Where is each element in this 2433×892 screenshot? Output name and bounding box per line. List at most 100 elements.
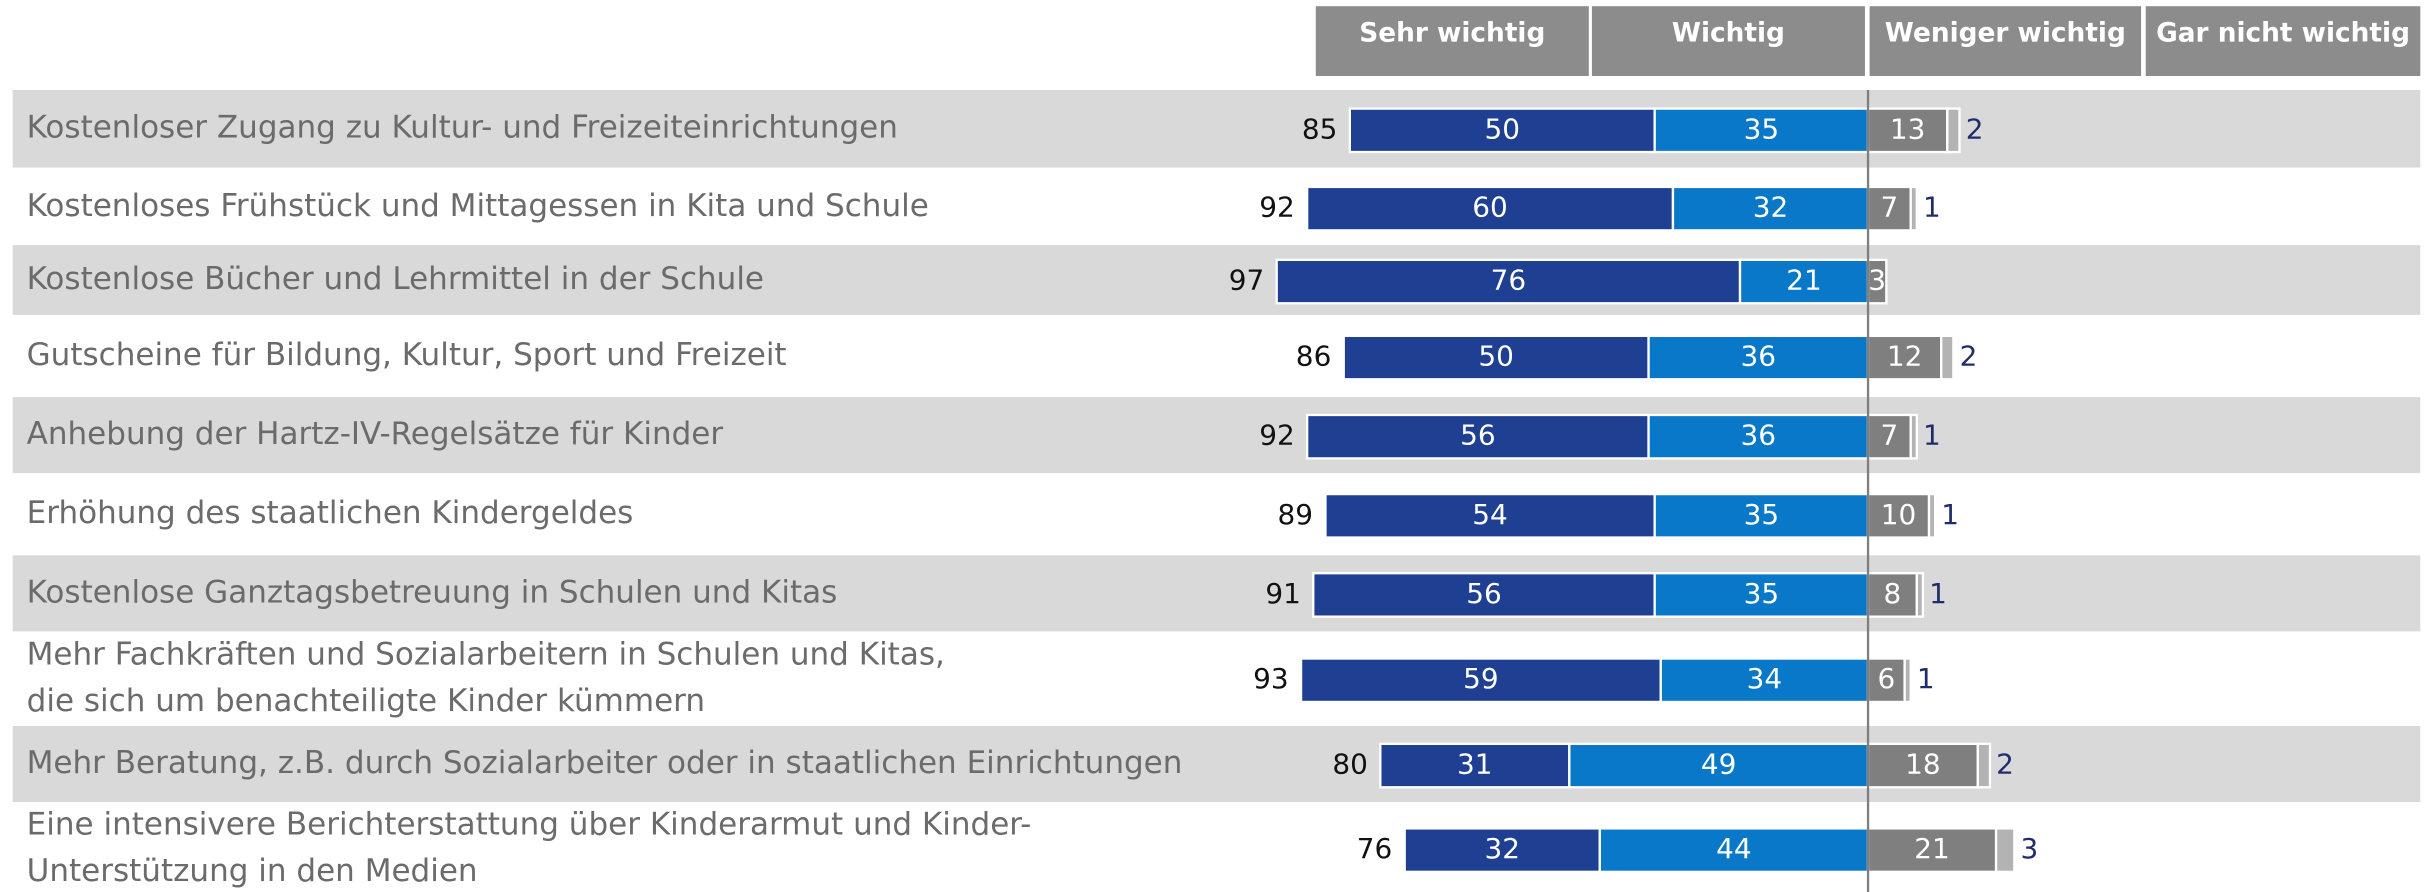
value-label: 56 xyxy=(1466,577,1502,610)
header-cell xyxy=(1591,6,1865,77)
value-label: 50 xyxy=(1484,112,1520,145)
total-label: 89 xyxy=(1278,498,1314,531)
total-label: 92 xyxy=(1259,191,1295,224)
category-label: Kostenlose Bücher und Lehrmittel in der … xyxy=(27,261,764,297)
category-label: Anhebung der Hartz-IV-Regelsätze für Kin… xyxy=(27,416,724,452)
bar-segment xyxy=(1927,492,1937,539)
value-label: 1 xyxy=(1923,191,1941,224)
value-label: 21 xyxy=(1786,264,1822,297)
value-label: 8 xyxy=(1884,577,1902,610)
bar-segment xyxy=(1653,492,1870,539)
total-label: 76 xyxy=(1357,832,1393,865)
value-label: 2 xyxy=(1960,340,1978,373)
row-band xyxy=(12,397,2421,474)
row-band xyxy=(12,245,2421,315)
value-label: 35 xyxy=(1744,112,1780,145)
value-label: 32 xyxy=(1753,191,1789,224)
row-band xyxy=(12,634,2421,723)
row-band xyxy=(12,89,2421,168)
value-label: 7 xyxy=(1881,191,1899,224)
value-label: 3 xyxy=(1868,264,1886,297)
bar-segment xyxy=(1946,107,1961,154)
bar-segment xyxy=(1866,572,1918,618)
total-label: 97 xyxy=(1229,264,1265,297)
total-label: 91 xyxy=(1265,577,1301,610)
bar-segment xyxy=(1299,657,1662,704)
bar-segment xyxy=(1866,827,1998,873)
bar-segment xyxy=(1379,742,1571,789)
value-label: 12 xyxy=(1887,340,1923,373)
value-label: 36 xyxy=(1741,419,1777,452)
category-label: Erhöhung des staatlichen Kindergeldes xyxy=(27,495,634,531)
row-band xyxy=(12,476,2421,553)
category-label: Eine intensivere Berichterstattung über … xyxy=(27,806,1032,889)
value-label: 54 xyxy=(1472,498,1508,531)
value-label: 36 xyxy=(1741,340,1777,373)
category-label: Kostenloses Frühstück und Mittagessen in… xyxy=(27,188,929,224)
bar-segment xyxy=(1909,185,1918,232)
category-label: Kostenlose Ganztagsbetreuung in Schulen … xyxy=(27,574,838,610)
bar-segment xyxy=(1348,107,1656,154)
value-label: 2 xyxy=(1996,748,2014,781)
row-band xyxy=(12,555,2421,632)
row-band xyxy=(12,805,2421,892)
legend-label: Weniger wichtig xyxy=(1885,19,2126,49)
value-label: 18 xyxy=(1905,748,1941,781)
total-label: 85 xyxy=(1302,112,1338,145)
bar-segment xyxy=(1568,742,1870,789)
value-label: 7 xyxy=(1881,419,1899,452)
value-label: 1 xyxy=(1923,419,1941,452)
value-label: 21 xyxy=(1914,832,1950,865)
header-cell xyxy=(1869,6,2142,77)
value-label: 31 xyxy=(1457,748,1493,781)
value-label: 59 xyxy=(1463,662,1499,695)
bar-segment xyxy=(1915,572,1925,618)
bar-segment xyxy=(1305,185,1675,232)
value-label: 6 xyxy=(1877,662,1895,695)
bar-segment xyxy=(1909,413,1918,460)
value-label: 49 xyxy=(1701,748,1737,781)
total-label: 92 xyxy=(1259,419,1295,452)
value-label: 3 xyxy=(2021,832,2039,865)
value-label: 44 xyxy=(1716,832,1752,865)
value-label: 1 xyxy=(1941,498,1959,531)
row-band xyxy=(12,170,2421,244)
header-cell xyxy=(1315,6,1589,77)
row-band xyxy=(12,726,2421,803)
bar-segment xyxy=(1866,492,1931,539)
bar-segment xyxy=(1653,572,1870,618)
legend-label: Sehr wichtig xyxy=(1359,19,1545,49)
value-label: 35 xyxy=(1744,577,1780,610)
value-label: 60 xyxy=(1472,191,1508,224)
value-label: 13 xyxy=(1890,112,1926,145)
bar-segment xyxy=(1305,413,1650,460)
bar-segment xyxy=(1659,657,1870,704)
category-label: Mehr Fachkräften und Sozialarbeitern in … xyxy=(27,636,945,719)
row-band xyxy=(12,318,2421,395)
bar-segment xyxy=(1647,334,1870,381)
total-label: 93 xyxy=(1253,662,1289,695)
category-label: Kostenloser Zugang zu Kultur- und Freize… xyxy=(27,110,898,146)
bar-segment xyxy=(1738,258,1870,305)
bar-segment xyxy=(1866,107,1949,154)
bar-segment xyxy=(1647,413,1870,460)
total-label: 80 xyxy=(1332,748,1368,781)
value-label: 2 xyxy=(1966,112,1984,145)
bar-segment xyxy=(1976,742,1992,789)
legend-label: Gar nicht wichtig xyxy=(2156,19,2410,49)
bar-segment xyxy=(1994,827,2016,873)
value-label: 34 xyxy=(1747,662,1783,695)
value-label: 10 xyxy=(1881,498,1917,531)
bar-segment xyxy=(1312,572,1656,618)
value-label: 32 xyxy=(1484,832,1520,865)
value-label: 50 xyxy=(1478,340,1514,373)
value-label: 76 xyxy=(1491,264,1527,297)
value-label: 1 xyxy=(1917,662,1935,695)
bar-segment xyxy=(1940,334,1955,381)
bar-segment xyxy=(1903,657,1912,704)
total-label: 86 xyxy=(1296,340,1332,373)
category-label: Gutscheine für Bildung, Kultur, Sport un… xyxy=(27,337,787,373)
header-cell xyxy=(2145,6,2421,77)
